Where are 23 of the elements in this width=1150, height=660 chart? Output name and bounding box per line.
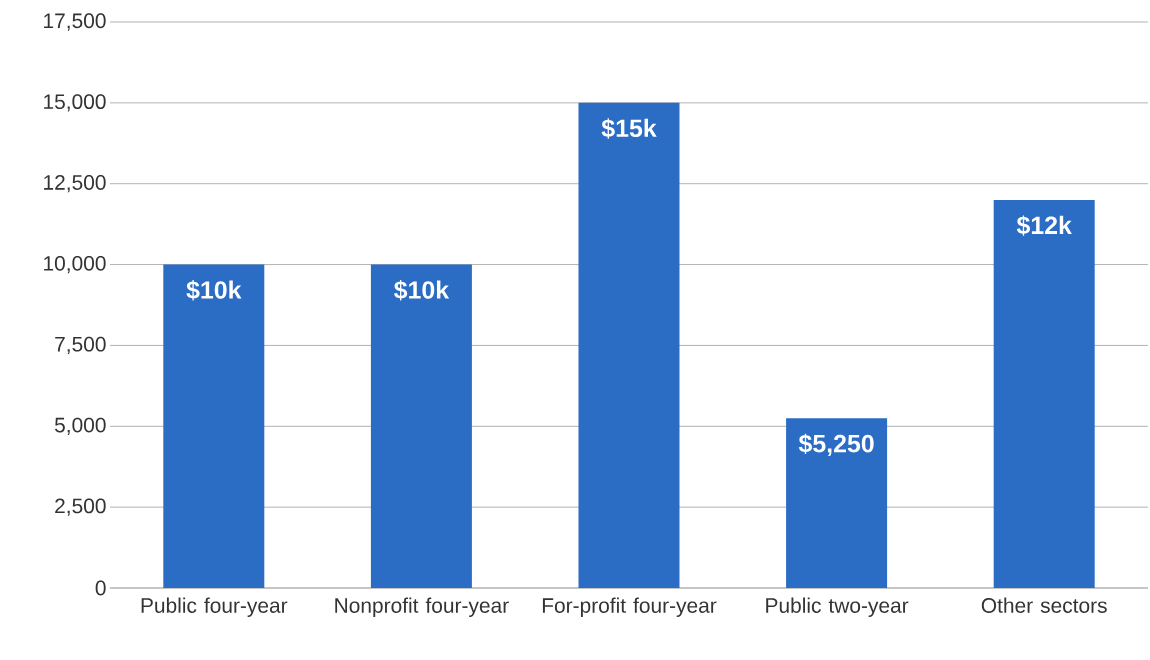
y-tick-label: 7,500 <box>55 336 106 355</box>
bar <box>993 199 1095 588</box>
data-label: $10k <box>186 280 242 301</box>
x-tick-label: Public two-year <box>766 597 909 618</box>
y-tick-label: 10,000 <box>44 255 106 274</box>
y-tick-label: 0 <box>95 580 106 596</box>
x-tick-label: For-profit four-year <box>542 597 717 618</box>
y-tick-label: 17,500 <box>44 13 106 31</box>
bar <box>370 264 472 588</box>
x-tick-label: Nonprofit four-year <box>335 597 509 618</box>
data-label: $12k <box>1016 215 1072 236</box>
x-tick-label: Other sectors <box>981 597 1107 613</box>
y-tick-label: 5,000 <box>54 417 106 435</box>
data-label: $10k <box>394 280 450 301</box>
bar <box>786 418 888 588</box>
data-label: $15k <box>601 118 657 139</box>
bar <box>163 264 265 588</box>
y-tick-label: 2,500 <box>55 498 106 516</box>
x-tick-label: Public four-year <box>141 597 288 618</box>
bar <box>578 102 680 588</box>
data-label: $5,250 <box>798 433 874 457</box>
y-tick-label: 12,500 <box>44 175 106 193</box>
y-tick-label: 15,000 <box>44 94 106 112</box>
